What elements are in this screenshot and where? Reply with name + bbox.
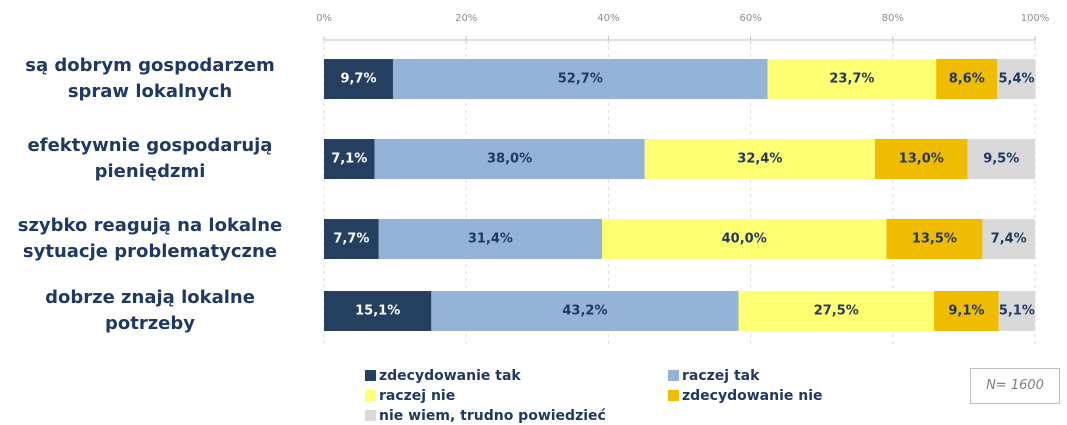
bar-segment <box>324 139 375 179</box>
data-label: 13,5% <box>912 232 957 247</box>
bar-segment <box>324 291 432 331</box>
bar-segment <box>378 219 603 259</box>
data-label: 23,7% <box>829 72 874 87</box>
data-label: 7,4% <box>991 232 1027 247</box>
category-label: dobrze znają lokalne potrzeby <box>45 287 255 334</box>
data-label: 27,5% <box>814 304 859 319</box>
data-label: 40,0% <box>722 232 767 247</box>
legend-label: raczej tak <box>682 368 760 384</box>
legend-swatch <box>668 370 679 381</box>
bar-segment <box>875 139 968 179</box>
data-label: 9,7% <box>340 72 376 87</box>
sample-note: N= 1600 <box>970 368 1060 404</box>
data-label: 9,5% <box>983 152 1019 167</box>
bar-segment <box>392 59 768 99</box>
x-tick-label: 100% <box>1021 13 1050 24</box>
data-label: 43,2% <box>562 304 607 319</box>
category-label: są dobrym gospodarzem spraw lokalnych <box>25 55 275 102</box>
x-tick-label: 40% <box>597 13 619 24</box>
legend-label: zdecydowanie tak <box>379 368 521 384</box>
bar-segment <box>374 139 645 179</box>
bar-segment <box>997 59 1036 99</box>
bar-segment <box>936 59 998 99</box>
x-tick-label: 80% <box>882 13 904 24</box>
data-label: 8,6% <box>949 72 985 87</box>
legend-label: nie wiem, trudno powiedzieć <box>379 408 606 424</box>
bar-segment <box>644 139 876 179</box>
legend-swatch <box>668 390 679 401</box>
bar-segment <box>767 59 937 99</box>
x-tick-label: 0% <box>316 13 332 24</box>
data-label: 15,1% <box>355 304 400 319</box>
legend-swatch <box>365 390 376 401</box>
data-label: 5,1% <box>999 304 1035 319</box>
bar-segment <box>431 291 739 331</box>
x-tick-label: 60% <box>739 13 761 24</box>
bar-segment <box>324 59 393 99</box>
bar-segment <box>934 291 999 331</box>
data-label: 9,1% <box>948 304 984 319</box>
x-tick-label: 20% <box>455 13 477 24</box>
legend-label: raczej nie <box>379 388 455 404</box>
legend-swatch <box>365 370 376 381</box>
data-label: 32,4% <box>737 152 782 167</box>
legend-swatch <box>365 410 376 421</box>
category-label: efektywnie gospodarują pieniędzmi <box>27 135 273 182</box>
bar-segment <box>998 291 1035 331</box>
bar-segment <box>886 219 983 259</box>
data-label: 13,0% <box>899 152 944 167</box>
data-label: 5,4% <box>998 72 1034 87</box>
bar-segment <box>324 219 379 259</box>
bar-segment <box>738 291 935 331</box>
bar-segment <box>967 139 1035 179</box>
data-label: 31,4% <box>468 232 513 247</box>
data-label: 52,7% <box>558 72 603 87</box>
category-label: szybko reagują na lokalne sytuacje probl… <box>17 215 283 262</box>
bar-segment <box>602 219 887 259</box>
data-label: 7,1% <box>331 152 367 167</box>
bar-segment <box>982 219 1035 259</box>
data-label: 7,7% <box>333 232 369 247</box>
legend-label: zdecydowanie nie <box>682 388 823 404</box>
data-label: 38,0% <box>487 152 532 167</box>
